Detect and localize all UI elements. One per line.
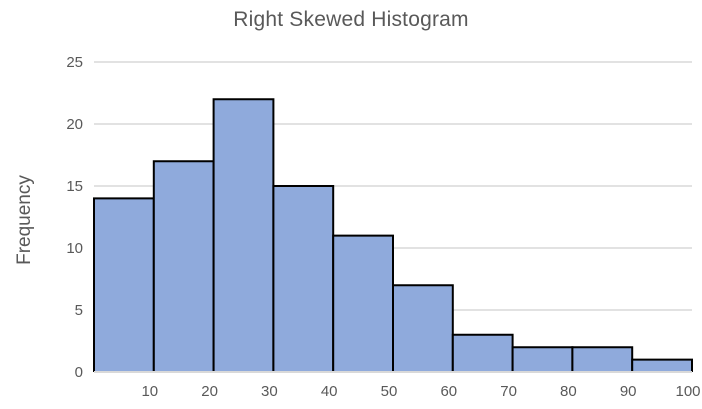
histogram-bar xyxy=(451,333,514,372)
y-tick-label: 15 xyxy=(66,178,83,195)
y-tick-label: 20 xyxy=(66,116,83,133)
x-tick-label: 40 xyxy=(321,383,338,400)
histogram-bar xyxy=(212,98,275,372)
x-tick-label: 50 xyxy=(381,383,398,400)
y-axis-title: Frequency xyxy=(14,175,35,265)
x-tick-label: 70 xyxy=(500,383,517,400)
x-tick-label: 10 xyxy=(141,383,158,400)
histogram-bar xyxy=(511,346,574,372)
x-tick-label: 20 xyxy=(201,383,218,400)
histogram-bar xyxy=(631,358,693,372)
x-tick-label: 90 xyxy=(620,383,637,400)
histogram-bar xyxy=(332,234,394,372)
y-tick-label: 5 xyxy=(75,302,83,319)
x-tick-label: 30 xyxy=(261,383,278,400)
x-tick-label: 80 xyxy=(560,383,577,400)
histogram-bar xyxy=(272,185,335,372)
histogram-bar xyxy=(571,346,634,372)
histogram-bar xyxy=(392,284,454,372)
x-tick-label: 60 xyxy=(440,383,457,400)
chart-title: Right Skewed Histogram xyxy=(233,8,469,31)
y-tick-label: 25 xyxy=(66,54,83,71)
y-tick-label: 0 xyxy=(75,364,83,381)
histogram-bar xyxy=(93,197,155,372)
x-tick-label: 100 xyxy=(675,383,700,400)
histogram-bar xyxy=(152,160,215,372)
y-tick-label: 10 xyxy=(66,240,83,257)
